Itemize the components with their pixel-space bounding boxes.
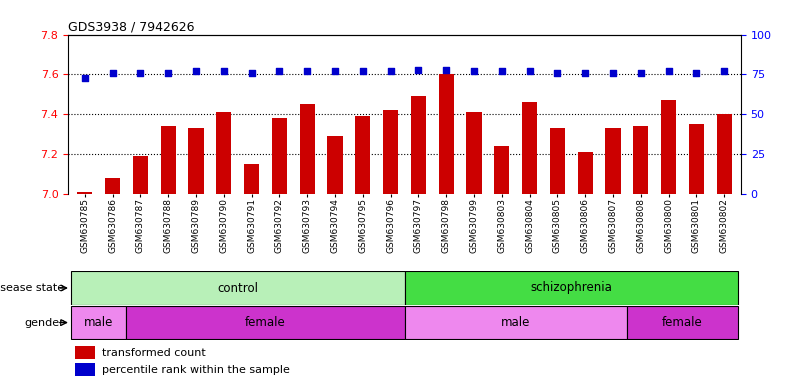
- Point: [412, 66, 425, 73]
- Point: [134, 70, 147, 76]
- Bar: [244, 164, 260, 194]
- Text: male: male: [84, 316, 114, 329]
- Point: [440, 66, 453, 73]
- Text: percentile rank within the sample: percentile rank within the sample: [102, 365, 290, 375]
- Bar: [405, 271, 739, 305]
- Bar: [188, 128, 203, 194]
- Text: GDS3938 / 7942626: GDS3938 / 7942626: [68, 20, 195, 33]
- Bar: [74, 363, 95, 376]
- Bar: [689, 124, 704, 194]
- Text: disease state: disease state: [0, 283, 64, 293]
- Bar: [661, 100, 676, 194]
- Text: transformed count: transformed count: [102, 348, 206, 358]
- Bar: [105, 178, 120, 194]
- Text: female: female: [245, 316, 286, 329]
- Point: [690, 70, 702, 76]
- Bar: [717, 114, 732, 194]
- Bar: [355, 116, 370, 194]
- Text: male: male: [501, 316, 530, 329]
- Point: [245, 70, 258, 76]
- Bar: [522, 102, 537, 194]
- Bar: [70, 306, 127, 339]
- Point: [301, 68, 314, 74]
- Point: [495, 68, 508, 74]
- Point: [662, 68, 675, 74]
- Bar: [466, 112, 481, 194]
- Bar: [133, 156, 148, 194]
- Point: [107, 70, 119, 76]
- Bar: [70, 271, 405, 305]
- Point: [579, 70, 592, 76]
- Bar: [606, 128, 621, 194]
- Bar: [405, 306, 627, 339]
- Bar: [549, 128, 565, 194]
- Bar: [578, 152, 593, 194]
- Bar: [272, 118, 287, 194]
- Bar: [74, 346, 95, 359]
- Point: [606, 70, 619, 76]
- Bar: [160, 126, 176, 194]
- Text: control: control: [217, 281, 258, 295]
- Point: [634, 70, 647, 76]
- Point: [468, 68, 481, 74]
- Point: [551, 70, 564, 76]
- Text: gender: gender: [24, 318, 64, 328]
- Bar: [216, 112, 231, 194]
- Point: [190, 68, 203, 74]
- Point: [384, 68, 397, 74]
- Bar: [411, 96, 426, 194]
- Bar: [383, 110, 398, 194]
- Point: [273, 68, 286, 74]
- Point: [328, 68, 341, 74]
- Point: [718, 68, 731, 74]
- Point: [162, 70, 175, 76]
- Bar: [328, 136, 343, 194]
- Point: [217, 68, 230, 74]
- Text: female: female: [662, 316, 703, 329]
- Point: [356, 68, 369, 74]
- Bar: [77, 192, 92, 194]
- Text: schizophrenia: schizophrenia: [530, 281, 612, 295]
- Bar: [627, 306, 739, 339]
- Point: [78, 74, 91, 81]
- Bar: [494, 146, 509, 194]
- Bar: [633, 126, 649, 194]
- Bar: [300, 104, 315, 194]
- Point: [523, 68, 536, 74]
- Bar: [439, 74, 454, 194]
- Bar: [127, 306, 405, 339]
